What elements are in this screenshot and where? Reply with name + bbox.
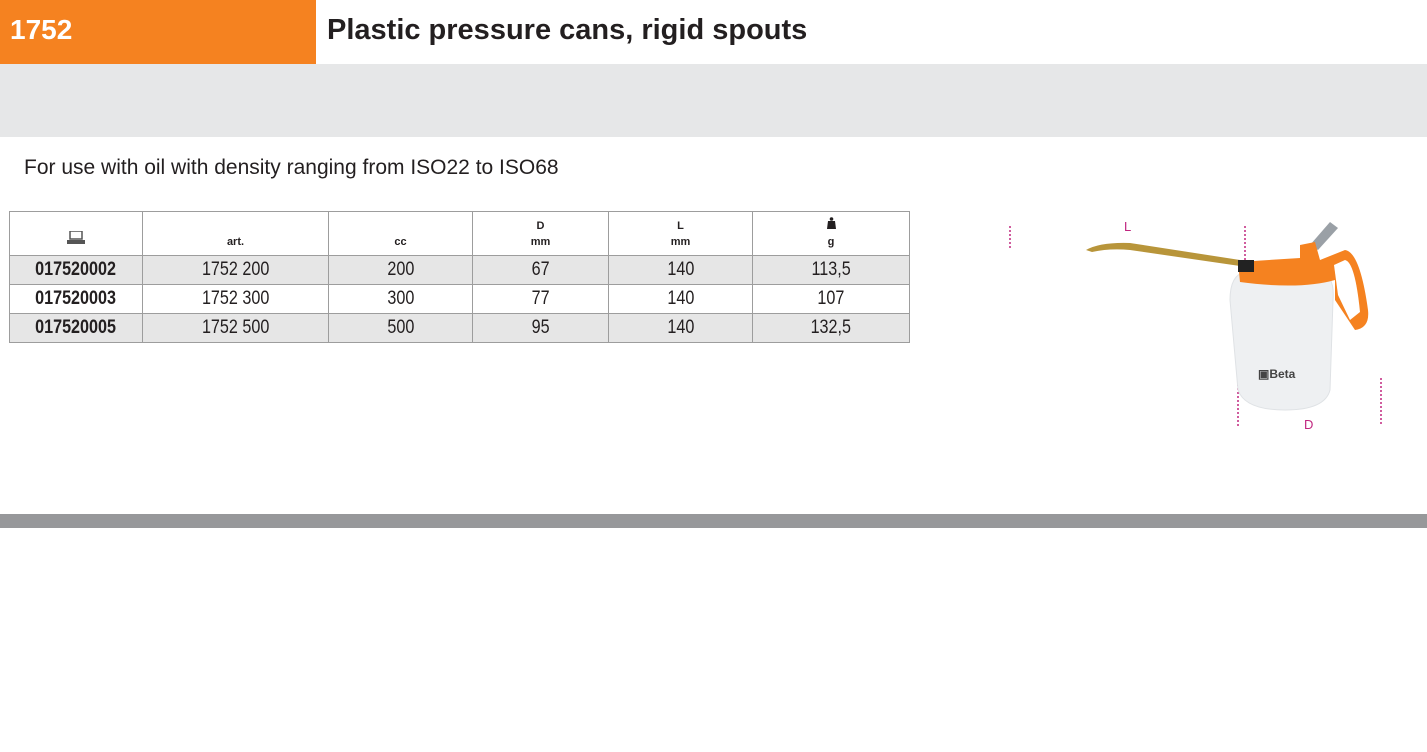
cell-cc: 200 [328,255,473,285]
cell-art: 1752 200 [142,255,329,285]
page-title: Plastic pressure cans, rigid spouts [327,14,808,46]
table-row: 017520003 1752 300 300 77 140 107 [9,284,910,314]
cell-l: 140 [608,284,753,314]
table-row: 017520005 1752 500 500 95 140 132,5 [9,313,910,343]
column-art: art. [142,211,329,256]
column-order-code [9,211,143,256]
order-code-icon [67,230,85,244]
orange-cap-handle [1238,242,1369,330]
cell-order-code: 017520005 [9,313,143,343]
cell-l: 140 [608,313,753,343]
spout [1086,242,1240,266]
cell-weight: 113,5 [752,255,910,285]
cell-art: 1752 500 [142,313,329,343]
dimension-label-l: L [1124,219,1131,234]
cell-d: 77 [472,284,609,314]
column-cc: cc [328,211,473,256]
header-band [0,64,1427,137]
brand-logo: ▣Beta [1258,367,1296,381]
cell-l: 140 [608,255,753,285]
cell-order-code: 017520002 [9,255,143,285]
product-description: For use with oil with density ranging fr… [24,156,559,179]
cell-weight: 132,5 [752,313,910,343]
cell-art: 1752 300 [142,284,329,314]
cell-d: 67 [472,255,609,285]
product-image: L D ▣Beta [1009,219,1382,432]
cell-weight: 107 [752,284,910,314]
product-code: 1752 [0,0,316,64]
dimension-label-d: D [1304,417,1313,432]
trigger-lever [1310,222,1338,250]
column-weight: g [752,211,910,256]
cell-order-code: 017520003 [9,284,143,314]
cell-d: 95 [472,313,609,343]
cell-cc: 300 [328,284,473,314]
weight-icon [826,217,836,229]
cell-cc: 500 [328,313,473,343]
table-row: 017520002 1752 200 200 67 140 113,5 [9,255,910,285]
footer-bar [0,514,1427,528]
can-body [1229,271,1334,411]
